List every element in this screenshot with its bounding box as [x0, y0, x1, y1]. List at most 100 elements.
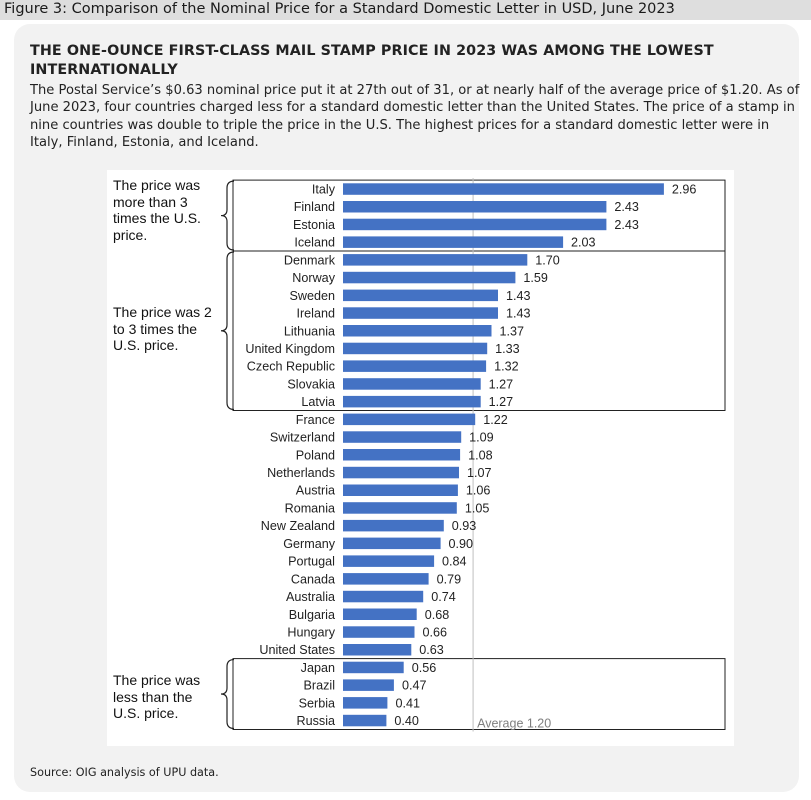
category-label: Netherlands [267, 466, 335, 480]
category-label: United Kingdom [245, 342, 335, 356]
value-label: 1.43 [506, 307, 531, 321]
category-label: Italy [312, 183, 336, 197]
bar-denmark [343, 254, 528, 266]
bar-czech-republic [343, 360, 487, 372]
value-label: 0.47 [402, 679, 427, 693]
value-label: 0.68 [425, 608, 450, 622]
category-label: Canada [291, 572, 335, 586]
bar-russia [343, 714, 387, 727]
average-label: Average 1.20 [477, 716, 551, 730]
headline: THE ONE-OUNCE FIRST-CLASS MAIL STAMP PRI… [30, 43, 714, 78]
chart-panel: Average 1.20 Italy 2.96 Finland 2.43 Estonia 2… [107, 170, 734, 746]
bar-iceland [343, 236, 564, 248]
bar-ireland [343, 307, 498, 319]
category-label: United States [259, 643, 335, 657]
bar-lithuania [343, 325, 492, 337]
bar-finland [343, 201, 607, 213]
value-label: 0.56 [412, 661, 437, 675]
bar-chart: Average 1.20 Italy 2.96 Finland 2.43 Estonia 2… [220, 178, 726, 732]
category-label: Serbia [299, 696, 335, 710]
category-label: Iceland [294, 236, 335, 250]
value-label: 2.43 [614, 218, 639, 232]
category-label: Norway [292, 271, 335, 285]
group-label-below-us: The price was less than the U.S. price. [113, 672, 201, 721]
bar-serbia [343, 697, 388, 709]
bar-sweden [343, 289, 498, 302]
category-label: Brazil [304, 679, 336, 693]
bar-estonia [343, 218, 607, 231]
value-label: 0.90 [449, 537, 474, 551]
bar-bulgaria [343, 608, 417, 620]
value-label: 0.84 [442, 555, 467, 569]
category-label: Australia [286, 590, 335, 604]
bar-poland [343, 449, 461, 461]
category-label: Finland [294, 200, 335, 214]
bar-italy [343, 183, 664, 195]
bar-portugal [343, 555, 435, 567]
value-label: 2.96 [672, 183, 697, 197]
value-label: 1.07 [467, 466, 492, 480]
bar-united-states [343, 644, 412, 656]
bar-canada [343, 573, 429, 585]
bar-norway [343, 271, 516, 284]
value-label: 1.27 [489, 377, 514, 391]
value-label: 0.93 [452, 519, 477, 533]
value-label: 0.66 [423, 626, 448, 640]
value-label: 0.63 [419, 643, 444, 657]
category-label: France [296, 413, 335, 427]
value-label: 1.08 [468, 448, 493, 462]
group-box-below_us [232, 658, 726, 731]
category-label: Hungary [287, 626, 335, 640]
category-label: Germany [283, 537, 335, 551]
value-label: 1.59 [523, 271, 548, 285]
lede-paragraph: The Postal Service’s $0.63 nominal price… [30, 83, 800, 150]
group-label-above-3x: The price was more than 3 times the U.S.… [113, 177, 201, 243]
group-label-2x-3x: The price was 2 to 3 times the U.S. pric… [113, 304, 212, 353]
value-label: 1.32 [494, 360, 519, 374]
category-label: Switzerland [270, 431, 335, 445]
category-label: Sweden [289, 289, 335, 303]
bar-australia [343, 590, 424, 603]
category-label: Ireland [296, 307, 335, 321]
value-label: 1.09 [469, 431, 494, 445]
category-label: Estonia [293, 218, 335, 232]
category-label: Poland [296, 448, 335, 462]
group-brace-between_2x_3x [220, 251, 235, 411]
category-label: Austria [296, 484, 335, 498]
bar-austria [343, 484, 458, 496]
bar-japan [343, 661, 404, 674]
category-label: Latvia [301, 395, 335, 409]
value-label: 1.22 [483, 413, 508, 427]
value-label: 1.33 [495, 342, 520, 356]
category-label: New Zealand [261, 519, 335, 533]
category-label: Japan [301, 661, 335, 675]
category-label: Lithuania [284, 324, 335, 338]
group-box-between_2x_3x [232, 250, 726, 411]
value-label: 0.41 [395, 696, 420, 710]
bar-slovakia [343, 378, 481, 390]
category-label: Portugal [288, 555, 335, 569]
source-note: Source: OIG analysis of UPU data. [30, 766, 219, 779]
value-label: 1.06 [466, 484, 491, 498]
bar-romania [343, 502, 457, 514]
value-label: 0.74 [431, 590, 456, 604]
group-brace-above_3x [220, 180, 235, 251]
bar-united-kingdom [343, 342, 488, 355]
bar-brazil [343, 679, 394, 691]
value-label: 2.03 [571, 236, 596, 250]
category-label: Slovakia [287, 377, 335, 391]
value-label: 0.40 [394, 714, 419, 728]
figure-header: Figure 3: Comparison of the Nominal Pric… [0, 0, 811, 20]
value-label: 1.27 [489, 395, 514, 409]
category-label: Romania [285, 501, 335, 515]
value-label: 1.05 [465, 501, 490, 515]
figure-label: Figure 3: Comparison of the Nominal Pric… [4, 1, 675, 17]
value-label: 1.37 [500, 324, 525, 338]
bar-hungary [343, 626, 415, 638]
bar-netherlands [343, 466, 459, 479]
value-label: 2.43 [614, 200, 639, 214]
bar-latvia [343, 395, 481, 408]
value-label: 1.43 [506, 289, 531, 303]
category-label: Denmark [284, 253, 336, 267]
value-label: 1.70 [535, 253, 560, 267]
